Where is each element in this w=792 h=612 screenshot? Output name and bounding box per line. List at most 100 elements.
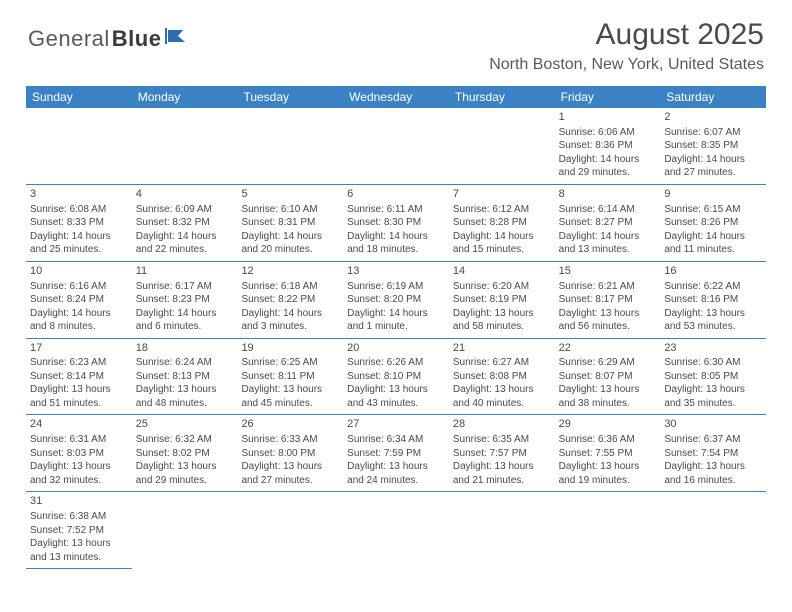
empty-cell xyxy=(343,108,449,184)
daylight-text: Daylight: 13 hours xyxy=(347,460,445,474)
sunrise-text: Sunrise: 6:27 AM xyxy=(453,356,551,370)
day-cell: 22Sunrise: 6:29 AMSunset: 8:07 PMDayligh… xyxy=(555,339,661,415)
daylight-text: Daylight: 13 hours xyxy=(136,383,234,397)
sunset-text: Sunset: 8:16 PM xyxy=(664,293,762,307)
sunset-text: Sunset: 7:52 PM xyxy=(30,524,128,538)
calendar: Sunday Monday Tuesday Wednesday Thursday… xyxy=(26,86,766,569)
daylight-text: and 43 minutes. xyxy=(347,397,445,411)
empty-cell xyxy=(237,492,343,569)
day-cell: 29Sunrise: 6:36 AMSunset: 7:55 PMDayligh… xyxy=(555,415,661,491)
day-cell: 11Sunrise: 6:17 AMSunset: 8:23 PMDayligh… xyxy=(132,262,238,338)
daylight-text: and 16 minutes. xyxy=(664,474,762,488)
sunset-text: Sunset: 8:00 PM xyxy=(241,447,339,461)
daylight-text: Daylight: 14 hours xyxy=(30,307,128,321)
daylight-text: and 29 minutes. xyxy=(559,166,657,180)
day-number: 13 xyxy=(347,264,445,279)
sunset-text: Sunset: 8:24 PM xyxy=(30,293,128,307)
sunrise-text: Sunrise: 6:23 AM xyxy=(30,356,128,370)
sunset-text: Sunset: 8:13 PM xyxy=(136,370,234,384)
sunrise-text: Sunrise: 6:22 AM xyxy=(664,280,762,294)
daylight-text: Daylight: 14 hours xyxy=(559,153,657,167)
sunrise-text: Sunrise: 6:30 AM xyxy=(664,356,762,370)
empty-cell xyxy=(26,108,132,184)
daylight-text: and 32 minutes. xyxy=(30,474,128,488)
daylight-text: Daylight: 13 hours xyxy=(241,460,339,474)
day-cell: 7Sunrise: 6:12 AMSunset: 8:28 PMDaylight… xyxy=(449,185,555,261)
daylight-text: and 35 minutes. xyxy=(664,397,762,411)
day-number: 23 xyxy=(664,341,762,356)
daylight-text: Daylight: 14 hours xyxy=(664,153,762,167)
day-number: 22 xyxy=(559,341,657,356)
sunset-text: Sunset: 8:30 PM xyxy=(347,216,445,230)
sunrise-text: Sunrise: 6:09 AM xyxy=(136,203,234,217)
sunrise-text: Sunrise: 6:15 AM xyxy=(664,203,762,217)
day-cell: 27Sunrise: 6:34 AMSunset: 7:59 PMDayligh… xyxy=(343,415,449,491)
sunrise-text: Sunrise: 6:29 AM xyxy=(559,356,657,370)
day-cell: 10Sunrise: 6:16 AMSunset: 8:24 PMDayligh… xyxy=(26,262,132,338)
daylight-text: Daylight: 13 hours xyxy=(30,537,128,551)
title-block: August 2025 North Boston, New York, Unit… xyxy=(489,18,764,74)
daylight-text: Daylight: 13 hours xyxy=(453,307,551,321)
daylight-text: and 1 minute. xyxy=(347,320,445,334)
calendar-row: 31Sunrise: 6:38 AMSunset: 7:52 PMDayligh… xyxy=(26,492,766,569)
day-number: 26 xyxy=(241,417,339,432)
daylight-text: and 48 minutes. xyxy=(136,397,234,411)
day-cell: 24Sunrise: 6:31 AMSunset: 8:03 PMDayligh… xyxy=(26,415,132,491)
daylight-text: and 25 minutes. xyxy=(30,243,128,257)
weekday-header: Thursday xyxy=(449,86,555,108)
day-number: 8 xyxy=(559,187,657,202)
daylight-text: and 20 minutes. xyxy=(241,243,339,257)
empty-cell xyxy=(343,492,449,569)
sunrise-text: Sunrise: 6:36 AM xyxy=(559,433,657,447)
day-cell: 18Sunrise: 6:24 AMSunset: 8:13 PMDayligh… xyxy=(132,339,238,415)
weekday-header: Sunday xyxy=(26,86,132,108)
sunset-text: Sunset: 8:28 PM xyxy=(453,216,551,230)
sunset-text: Sunset: 7:54 PM xyxy=(664,447,762,461)
daylight-text: and 15 minutes. xyxy=(453,243,551,257)
day-number: 16 xyxy=(664,264,762,279)
sunrise-text: Sunrise: 6:10 AM xyxy=(241,203,339,217)
day-cell: 4Sunrise: 6:09 AMSunset: 8:32 PMDaylight… xyxy=(132,185,238,261)
daylight-text: Daylight: 13 hours xyxy=(453,383,551,397)
daylight-text: and 22 minutes. xyxy=(136,243,234,257)
daylight-text: Daylight: 13 hours xyxy=(453,460,551,474)
sunset-text: Sunset: 8:33 PM xyxy=(30,216,128,230)
day-number: 19 xyxy=(241,341,339,356)
day-number: 17 xyxy=(30,341,128,356)
day-cell: 14Sunrise: 6:20 AMSunset: 8:19 PMDayligh… xyxy=(449,262,555,338)
calendar-row: 1Sunrise: 6:06 AMSunset: 8:36 PMDaylight… xyxy=(26,108,766,185)
calendar-body: 1Sunrise: 6:06 AMSunset: 8:36 PMDaylight… xyxy=(26,108,766,569)
day-cell: 1Sunrise: 6:06 AMSunset: 8:36 PMDaylight… xyxy=(555,108,661,184)
empty-cell xyxy=(555,492,661,569)
sunset-text: Sunset: 8:19 PM xyxy=(453,293,551,307)
day-number: 3 xyxy=(30,187,128,202)
weekday-header: Tuesday xyxy=(237,86,343,108)
sunrise-text: Sunrise: 6:14 AM xyxy=(559,203,657,217)
weekday-header: Wednesday xyxy=(343,86,449,108)
day-number: 9 xyxy=(664,187,762,202)
daylight-text: and 27 minutes. xyxy=(664,166,762,180)
daylight-text: and 19 minutes. xyxy=(559,474,657,488)
sunrise-text: Sunrise: 6:25 AM xyxy=(241,356,339,370)
day-number: 5 xyxy=(241,187,339,202)
daylight-text: Daylight: 13 hours xyxy=(664,307,762,321)
day-number: 2 xyxy=(664,110,762,125)
daylight-text: and 45 minutes. xyxy=(241,397,339,411)
page-header: GeneralBlue August 2025 North Boston, Ne… xyxy=(0,0,792,74)
daylight-text: Daylight: 14 hours xyxy=(136,230,234,244)
day-cell: 8Sunrise: 6:14 AMSunset: 8:27 PMDaylight… xyxy=(555,185,661,261)
day-cell: 5Sunrise: 6:10 AMSunset: 8:31 PMDaylight… xyxy=(237,185,343,261)
daylight-text: and 58 minutes. xyxy=(453,320,551,334)
daylight-text: Daylight: 14 hours xyxy=(664,230,762,244)
daylight-text: and 3 minutes. xyxy=(241,320,339,334)
sunrise-text: Sunrise: 6:35 AM xyxy=(453,433,551,447)
daylight-text: Daylight: 13 hours xyxy=(559,460,657,474)
sunset-text: Sunset: 8:05 PM xyxy=(664,370,762,384)
logo-text-2: Blue xyxy=(112,26,162,52)
day-cell: 2Sunrise: 6:07 AMSunset: 8:35 PMDaylight… xyxy=(660,108,766,184)
sunrise-text: Sunrise: 6:06 AM xyxy=(559,126,657,140)
day-number: 4 xyxy=(136,187,234,202)
flag-icon xyxy=(165,28,191,51)
daylight-text: and 40 minutes. xyxy=(453,397,551,411)
sunset-text: Sunset: 8:10 PM xyxy=(347,370,445,384)
